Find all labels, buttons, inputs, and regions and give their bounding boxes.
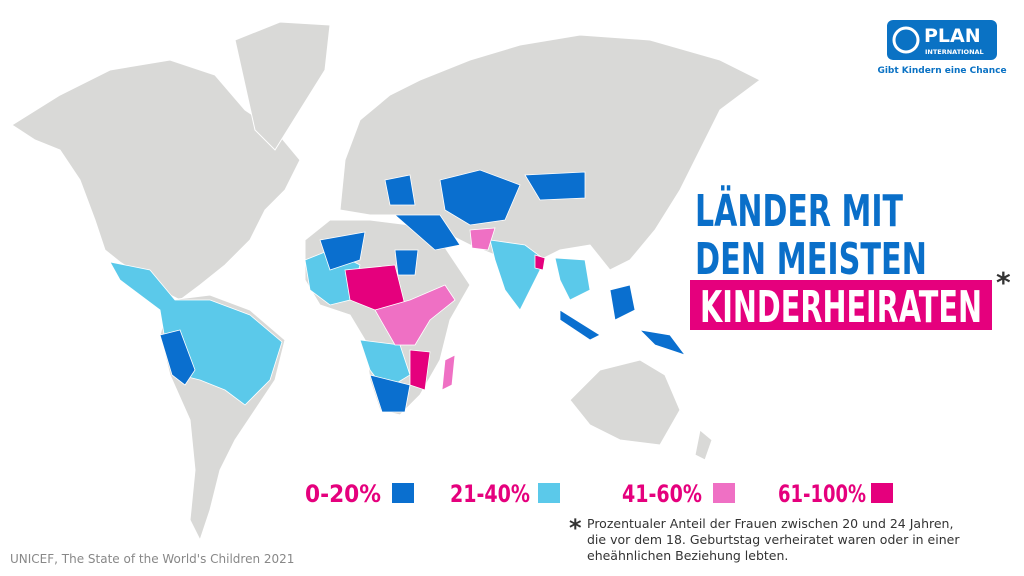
legend-swatch xyxy=(392,483,414,503)
southern-africa xyxy=(369,374,411,413)
title-line: LÄNDER MIT xyxy=(695,184,903,237)
title-line: DEN MEISTEN xyxy=(695,234,927,285)
title: LÄNDER MIT DEN MEISTEN KINDERHEIRATEN * xyxy=(690,184,1011,333)
logo-icon xyxy=(892,26,920,54)
logo-tagline: Gibt Kindern eine Chance xyxy=(877,66,1006,76)
greenland xyxy=(234,21,331,151)
legend-label: 41-60% xyxy=(622,480,702,508)
legend-label: 61-100% xyxy=(778,480,866,508)
north-africa xyxy=(319,231,419,276)
legend-label: 0-20% xyxy=(305,480,381,508)
peru xyxy=(159,329,196,386)
logo-name: PLAN xyxy=(924,25,981,47)
legend-swatch xyxy=(713,483,735,503)
title-marker: * xyxy=(996,266,1011,299)
logo-subname: INTERNATIONAL xyxy=(925,48,984,56)
south-asia xyxy=(489,239,546,311)
source: UNICEF, The State of the World's Childre… xyxy=(10,552,294,566)
central-asia xyxy=(384,169,586,251)
north-america xyxy=(11,59,301,301)
indonesia xyxy=(559,284,687,356)
legend-label: 21-40% xyxy=(450,480,530,508)
footnote-line: eheähnlichen Beziehung lebten. xyxy=(587,548,788,563)
southeast-asia xyxy=(554,257,591,301)
title-highlight-box xyxy=(690,280,992,330)
footnote-marker: * xyxy=(569,514,582,542)
bangladesh xyxy=(534,254,546,271)
central-east-africa xyxy=(374,284,456,346)
legend: 0-20% 21-40% 41-60% 61-100% xyxy=(305,480,893,508)
madagascar xyxy=(441,354,456,391)
new-zealand xyxy=(694,429,713,461)
footnote: * Prozentualer Anteil der Frauen zwische… xyxy=(569,514,960,563)
logo: PLAN INTERNATIONAL Gibt Kindern eine Cha… xyxy=(877,20,1007,76)
afghanistan xyxy=(469,227,496,251)
world-map xyxy=(11,21,761,542)
title-highlight: KINDERHEIRATEN xyxy=(700,282,982,333)
footnote-line: die vor dem 18. Geburtstag verheiratet w… xyxy=(587,532,960,547)
mozambique xyxy=(409,349,431,391)
latin-america xyxy=(109,261,283,406)
footnote-line: Prozentualer Anteil der Frauen zwischen … xyxy=(587,516,953,531)
europe-asia xyxy=(339,34,761,301)
australia xyxy=(569,359,681,446)
legend-swatch xyxy=(538,483,560,503)
legend-swatch xyxy=(871,483,893,503)
